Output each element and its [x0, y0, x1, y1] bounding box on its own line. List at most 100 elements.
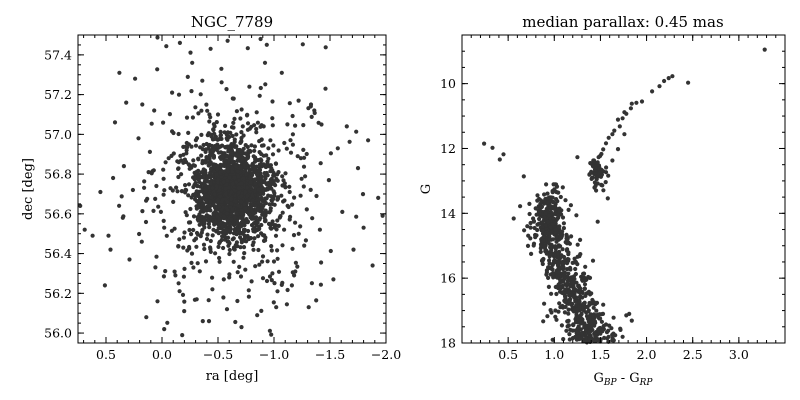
- data-point: [318, 282, 323, 287]
- data-point: [153, 196, 158, 201]
- data-point: [217, 194, 223, 199]
- data-point: [546, 231, 551, 236]
- data-point: [249, 124, 254, 129]
- data-point: [265, 182, 270, 187]
- data-point: [575, 262, 580, 267]
- data-point: [272, 281, 277, 286]
- data-point: [555, 262, 561, 267]
- data-point: [244, 161, 249, 166]
- data-point: [293, 260, 298, 265]
- data-point: [267, 222, 272, 227]
- data-point: [263, 82, 268, 87]
- data-point: [603, 322, 609, 327]
- data-point: [268, 206, 273, 211]
- y-tick-label: 56.8: [44, 167, 72, 182]
- data-point: [335, 146, 340, 151]
- data-point: [239, 211, 244, 216]
- data-point: [263, 187, 268, 192]
- data-point: [546, 213, 552, 218]
- data-point: [258, 85, 263, 91]
- data-point: [555, 251, 560, 256]
- data-point: [162, 188, 167, 193]
- data-point: [610, 158, 615, 163]
- data-point: [639, 99, 645, 104]
- data-point: [601, 302, 606, 307]
- data-point: [244, 172, 249, 177]
- data-point: [208, 115, 213, 120]
- data-point: [601, 188, 606, 193]
- data-point: [551, 258, 557, 264]
- data-point: [306, 106, 311, 111]
- data-point: [250, 163, 255, 168]
- data-point: [239, 325, 244, 330]
- data-point: [285, 122, 290, 127]
- x-tick-label: 0.0: [152, 347, 172, 362]
- data-point: [603, 180, 608, 185]
- data-point: [153, 265, 158, 270]
- data-point: [252, 166, 258, 171]
- data-point: [566, 271, 571, 276]
- data-point: [230, 166, 235, 171]
- data-point: [275, 289, 280, 294]
- data-point: [253, 203, 258, 208]
- data-point: [248, 236, 253, 241]
- data-point: [295, 154, 300, 159]
- y-tick-label: 56.2: [44, 286, 72, 301]
- data-point: [600, 311, 606, 316]
- data-point: [225, 144, 230, 149]
- data-point: [275, 248, 280, 253]
- data-point: [762, 47, 767, 52]
- data-point: [190, 115, 195, 120]
- data-point: [615, 147, 621, 152]
- data-point: [531, 243, 536, 248]
- data-point: [240, 124, 245, 129]
- data-point: [380, 213, 385, 218]
- data-point: [571, 294, 577, 300]
- data-point: [528, 220, 533, 226]
- data-point: [174, 185, 179, 190]
- data-point: [194, 297, 199, 302]
- data-point: [221, 179, 226, 185]
- data-point: [259, 151, 264, 157]
- data-point: [301, 184, 306, 189]
- data-point: [225, 169, 230, 174]
- data-point: [253, 188, 258, 193]
- data-point: [216, 225, 221, 230]
- data-point: [221, 277, 226, 282]
- data-point: [553, 227, 558, 232]
- data-point: [231, 120, 236, 125]
- data-point: [535, 198, 540, 203]
- data-point: [233, 199, 238, 204]
- data-point: [240, 231, 245, 236]
- data-point: [282, 198, 287, 203]
- data-point: [136, 136, 141, 141]
- data-point: [560, 185, 565, 190]
- data-point: [594, 188, 599, 193]
- data-point: [235, 220, 240, 225]
- data-point: [245, 193, 250, 199]
- data-point: [183, 187, 188, 192]
- data-point: [618, 327, 623, 332]
- data-point: [227, 272, 232, 277]
- data-point: [309, 114, 314, 119]
- data-point: [262, 215, 267, 221]
- data-point: [257, 197, 262, 202]
- data-point: [191, 158, 196, 163]
- data-point: [164, 233, 169, 238]
- data-point: [590, 164, 596, 169]
- data-point: [161, 274, 166, 279]
- y-tick-label: 56.4: [44, 246, 72, 261]
- data-point: [546, 284, 552, 289]
- data-point: [188, 206, 193, 212]
- data-point: [219, 237, 224, 243]
- data-point: [208, 181, 213, 186]
- data-point: [563, 287, 568, 292]
- data-point: [222, 221, 227, 227]
- data-point: [229, 142, 234, 147]
- data-point: [239, 135, 244, 141]
- data-point: [206, 298, 211, 303]
- data-point: [176, 160, 181, 165]
- data-point: [269, 332, 274, 337]
- data-point: [208, 167, 214, 172]
- data-point: [246, 294, 251, 299]
